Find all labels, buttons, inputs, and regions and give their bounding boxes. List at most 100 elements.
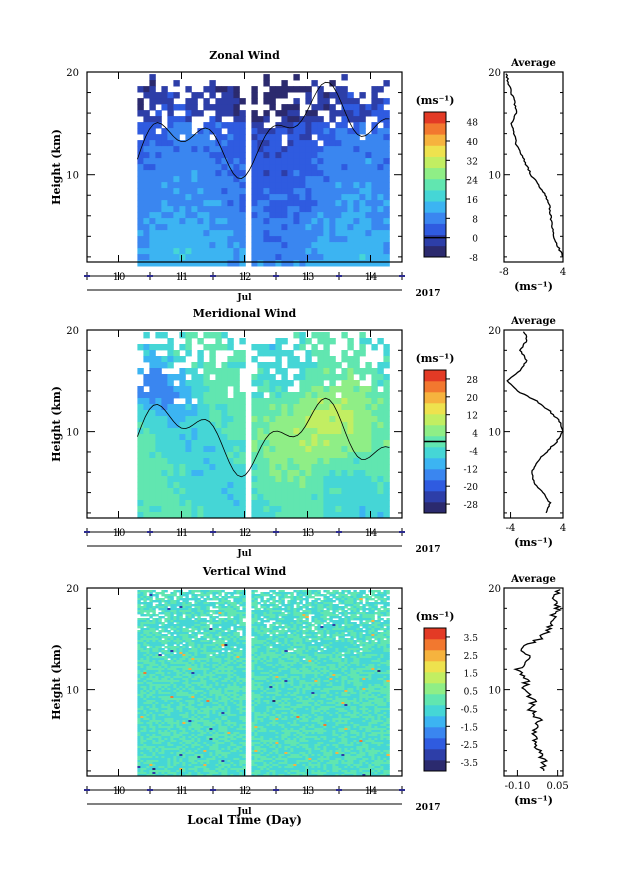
heatmap-cell — [140, 598, 144, 601]
heatmap-cell — [203, 698, 207, 701]
heatmap-cell — [233, 470, 240, 477]
y-axis-label: Height (km) — [50, 129, 63, 205]
heatmap-cell — [329, 494, 336, 501]
heatmap-cell — [155, 724, 159, 727]
heatmap-cell — [215, 98, 222, 105]
heatmap-cell — [173, 664, 177, 667]
heatmap-cell — [197, 386, 204, 393]
heatmap-cell — [221, 610, 225, 613]
heatmap-cell — [179, 612, 183, 615]
heatmap-cell — [188, 668, 192, 671]
heatmap-cell — [263, 470, 270, 477]
heatmap-cell — [221, 98, 228, 105]
heatmap-cell — [179, 152, 186, 159]
heatmap-cell — [275, 92, 282, 99]
heatmap-cell — [161, 706, 165, 709]
heatmap-cell — [212, 612, 216, 615]
heatmap-cell — [287, 398, 294, 405]
heatmap-cell — [173, 392, 180, 399]
heatmap-cell — [317, 98, 324, 105]
heatmap-cell — [191, 762, 195, 765]
heatmap-cell — [179, 164, 186, 171]
heatmap-cell — [194, 620, 198, 623]
heatmap-cell — [167, 684, 171, 687]
heatmap-cell — [158, 724, 162, 727]
heatmap-cell — [215, 726, 219, 729]
profile-unit: (ms⁻¹) — [514, 536, 553, 549]
heatmap-cell — [143, 698, 147, 701]
heatmap-cell — [158, 686, 162, 689]
heatmap-cell — [140, 764, 144, 767]
heatmap-cell — [182, 636, 186, 639]
heatmap-cell — [329, 338, 336, 345]
heatmap-cell — [257, 404, 264, 411]
heatmap-cell — [239, 440, 246, 447]
heatmap-cell — [170, 770, 174, 773]
heatmap-cell — [359, 446, 366, 453]
heatmap-cell — [140, 762, 144, 765]
heatmap-cell — [263, 236, 270, 243]
heatmap-cell — [215, 670, 219, 673]
heatmap-cell — [329, 386, 336, 393]
heatmap-cell — [347, 338, 354, 345]
heatmap-cell — [281, 470, 288, 477]
heatmap-cell — [218, 740, 222, 743]
heatmap-cell — [371, 470, 378, 477]
heatmap-cell — [203, 440, 210, 447]
heatmap-cell — [221, 598, 225, 601]
heatmap-cell — [170, 722, 174, 725]
heatmap-cell — [359, 170, 366, 177]
heatmap-cell — [149, 662, 153, 665]
heatmap-cell — [275, 458, 282, 465]
heatmap-cell — [164, 756, 168, 759]
heatmap-cell — [191, 428, 198, 435]
heatmap-cell — [179, 698, 183, 701]
heatmap-cell — [164, 764, 168, 767]
heatmap-cell — [371, 122, 378, 129]
heatmap-cell — [218, 620, 222, 623]
heatmap-cell — [167, 440, 174, 447]
heatmap-cell — [182, 594, 186, 597]
heatmap-cell — [185, 718, 189, 721]
heatmap-cell — [221, 194, 228, 201]
heatmap-cell — [299, 362, 306, 369]
heatmap-cell — [323, 428, 330, 435]
heatmap-cell — [371, 86, 378, 93]
heatmap-cell — [137, 738, 141, 741]
heatmap-cell — [161, 92, 168, 99]
heatmap-cell — [185, 744, 189, 747]
heatmap-cell — [209, 722, 213, 725]
heatmap-cell — [341, 440, 348, 447]
heatmap-cell — [149, 684, 153, 687]
heatmap-cell — [281, 416, 288, 423]
heatmap-cell — [173, 714, 177, 717]
heatmap-cell — [317, 338, 324, 345]
heatmap-cell — [197, 650, 201, 653]
heatmap-cell — [353, 176, 360, 183]
heatmap-cell — [191, 218, 198, 225]
heatmap-cell — [218, 610, 222, 613]
heatmap-cell — [188, 670, 192, 673]
heatmap-cell — [257, 470, 264, 477]
heatmap-cell — [170, 628, 174, 631]
heatmap-cell — [329, 200, 336, 207]
heatmap-cell — [164, 714, 168, 717]
heatmap-cell — [215, 658, 219, 661]
heatmap-cell — [275, 362, 282, 369]
heatmap-cell — [371, 374, 378, 381]
heatmap-cell — [206, 754, 210, 757]
heatmap-cell — [233, 434, 240, 441]
heatmap-cell — [218, 696, 222, 699]
heatmap-cell — [152, 758, 156, 761]
heatmap-cell — [191, 774, 195, 777]
heatmap-cell — [152, 696, 156, 699]
heatmap-cell — [155, 224, 162, 231]
heatmap-cell — [311, 80, 318, 87]
heatmap-cell — [191, 592, 195, 595]
heatmap-cell — [293, 410, 300, 417]
heatmap-cell — [176, 698, 180, 701]
heatmap-cell — [317, 182, 324, 189]
heatmap-cell — [182, 722, 186, 725]
heatmap-cell — [227, 224, 234, 231]
heatmap-cell — [251, 176, 258, 183]
